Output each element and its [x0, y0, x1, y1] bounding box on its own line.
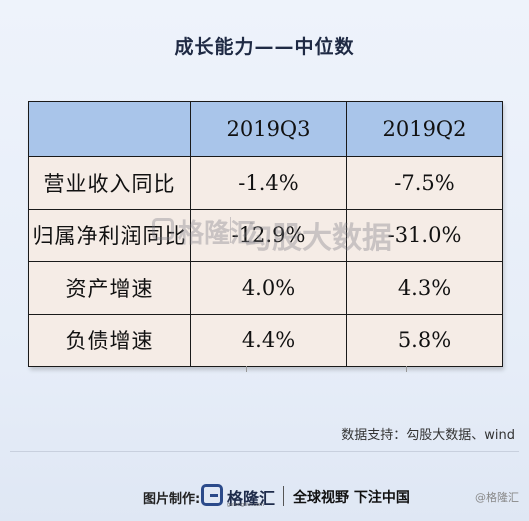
slogan: 全球视野 下注中国 — [293, 490, 410, 506]
header-2019q2: 2019Q2 — [346, 101, 503, 157]
cell-value-q2: -7.5% — [346, 156, 503, 210]
made-by-label: 图片制作: — [143, 492, 201, 507]
cell-value-q3: 4.0% — [190, 261, 347, 315]
footer: 图片制作: 格隆汇 gelonghui.com 全球视野 下注中国 @格隆汇 — [0, 484, 529, 510]
header-empty-cell — [28, 101, 191, 157]
data-source-note: 数据支持：勾股大数据、wind — [341, 428, 515, 443]
row-label: 负债增速 — [28, 313, 191, 367]
header-2019q3: 2019Q3 — [190, 101, 347, 157]
logo-subtext: gelonghui.com — [227, 502, 265, 508]
row-label: 归属净利润同比 — [28, 208, 191, 262]
growth-table: 2019Q3 2019Q2 营业收入同比 -1.4% -7.5% 归属净利润同比… — [28, 101, 503, 367]
cell-value-q2: -31.0% — [346, 208, 503, 262]
cell-value-q2: 4.3% — [346, 261, 503, 315]
cell-value-q3: -12.9% — [190, 208, 347, 262]
table-row: 归属净利润同比 -12.9% -31.0% — [28, 208, 503, 262]
corner-watermark: @格隆汇 — [475, 491, 519, 504]
footer-divider — [10, 451, 519, 452]
table-row: 营业收入同比 -1.4% -7.5% — [28, 156, 503, 210]
table-row: 负债增速 4.4% 5.8% — [28, 313, 503, 367]
row-label: 营业收入同比 — [28, 156, 191, 210]
page-title: 成长能力——中位数 — [174, 36, 355, 58]
logo-text: 格隆汇 — [227, 489, 276, 508]
table-row: 资产增速 4.0% 4.3% — [28, 261, 503, 315]
row-label: 资产增速 — [28, 261, 191, 315]
table-header-row: 2019Q3 2019Q2 — [28, 101, 503, 157]
tick-mark — [246, 366, 247, 372]
cell-value-q3: 4.4% — [190, 313, 347, 367]
cell-value-q2: 5.8% — [346, 313, 503, 367]
footer-divider-bar — [283, 486, 284, 506]
tick-mark — [406, 366, 407, 372]
cell-value-q3: -1.4% — [190, 156, 347, 210]
gelonghui-logo-icon — [201, 484, 223, 506]
